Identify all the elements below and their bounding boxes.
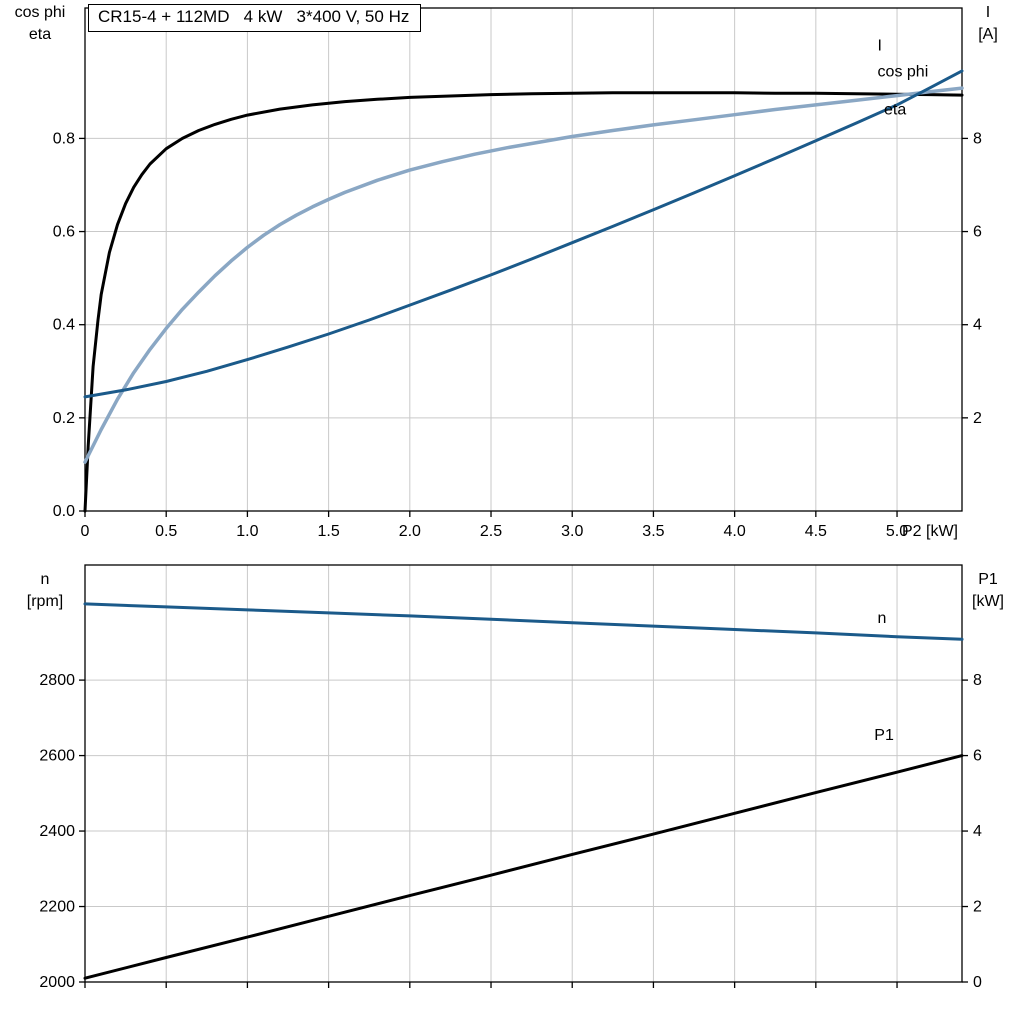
x-tick-label: 2.0 [399, 523, 421, 540]
y-left-tick-label: 2600 [39, 748, 75, 765]
curve-label-n: n [878, 610, 887, 627]
plot-border [84, 564, 963, 983]
series-path-eta [83, 91, 964, 513]
curve-label-I: I [878, 37, 882, 54]
x-tick-label: 1.5 [317, 523, 339, 540]
y-left-axis-title: n [41, 571, 50, 588]
x-tick-label: 0 [81, 523, 90, 540]
x-tick-label: 5.0 [886, 523, 908, 540]
x-tick-label: 1.0 [236, 523, 258, 540]
top-chart: 0 0.5 1.0 1.5 2.0 2.5 3.0 3.5 4.0 4.5 5.0 0.0 0.2 0.4… [15, 4, 998, 540]
x-tick-label: 0.5 [155, 523, 177, 540]
y-left-tick-label: 2800 [39, 672, 75, 689]
y-left-tick-label: 2400 [39, 823, 75, 840]
y-left-axis-title: eta [29, 26, 51, 43]
y-left-tick-label: 0.8 [53, 130, 75, 147]
chart-title-box: CR15-4 + 112MD 4 kW 3*400 V, 50 Hz [88, 4, 422, 32]
y-right-axis-title: [A] [978, 26, 998, 43]
x-tick-label: 3.0 [561, 523, 583, 540]
y-right-axis-title: [kW] [972, 593, 1004, 610]
y-right-tick-label: 8 [973, 672, 982, 689]
y-right-axis-title: P1 [978, 571, 998, 588]
y-right-tick-label: 4 [973, 823, 982, 840]
y-right-tick-label: 6 [973, 224, 982, 241]
y-left-tick-label: 0.2 [53, 410, 75, 427]
y-right-tick-label: 0 [973, 974, 982, 991]
y-right-tick-label: 2 [973, 899, 982, 916]
y-left-tick-label: 0.4 [53, 317, 75, 334]
y-left-tick-label: 0.6 [53, 224, 75, 241]
x-tick-label: 2.5 [480, 523, 502, 540]
curve-label-cos-phi: cos phi [878, 63, 929, 80]
y-left-tick-label: 2200 [39, 899, 75, 916]
series-path-I [83, 69, 964, 399]
curve-label-eta: eta [884, 102, 906, 119]
x-axis-label: P2 [kW] [902, 523, 958, 540]
y-left-axis-title: cos phi [15, 4, 66, 21]
x-tick-label: 4.0 [724, 523, 746, 540]
series-path-cos-phi [83, 86, 964, 464]
series-path-n [83, 602, 964, 641]
plot-border [84, 7, 963, 512]
x-tick-label: 3.5 [642, 523, 664, 540]
x-tick-label: 4.5 [805, 523, 827, 540]
y-left-tick-label: 2000 [39, 974, 75, 991]
y-right-tick-label: 2 [973, 410, 982, 427]
y-right-tick-label: 6 [973, 748, 982, 765]
y-right-tick-label: 8 [973, 130, 982, 147]
curve-label-P1: P1 [874, 727, 894, 744]
y-left-axis-title: [rpm] [27, 593, 63, 610]
series-path-P1 [83, 754, 964, 980]
bottom-chart: 2000 2200 2400 2600 2800 0 2 4 6 8 n [rpm] P1 [kW] P1 n [27, 564, 1004, 991]
y-right-tick-label: 4 [973, 317, 982, 334]
y-right-axis-title: I [986, 4, 990, 21]
y-left-tick-label: 0.0 [53, 503, 75, 520]
